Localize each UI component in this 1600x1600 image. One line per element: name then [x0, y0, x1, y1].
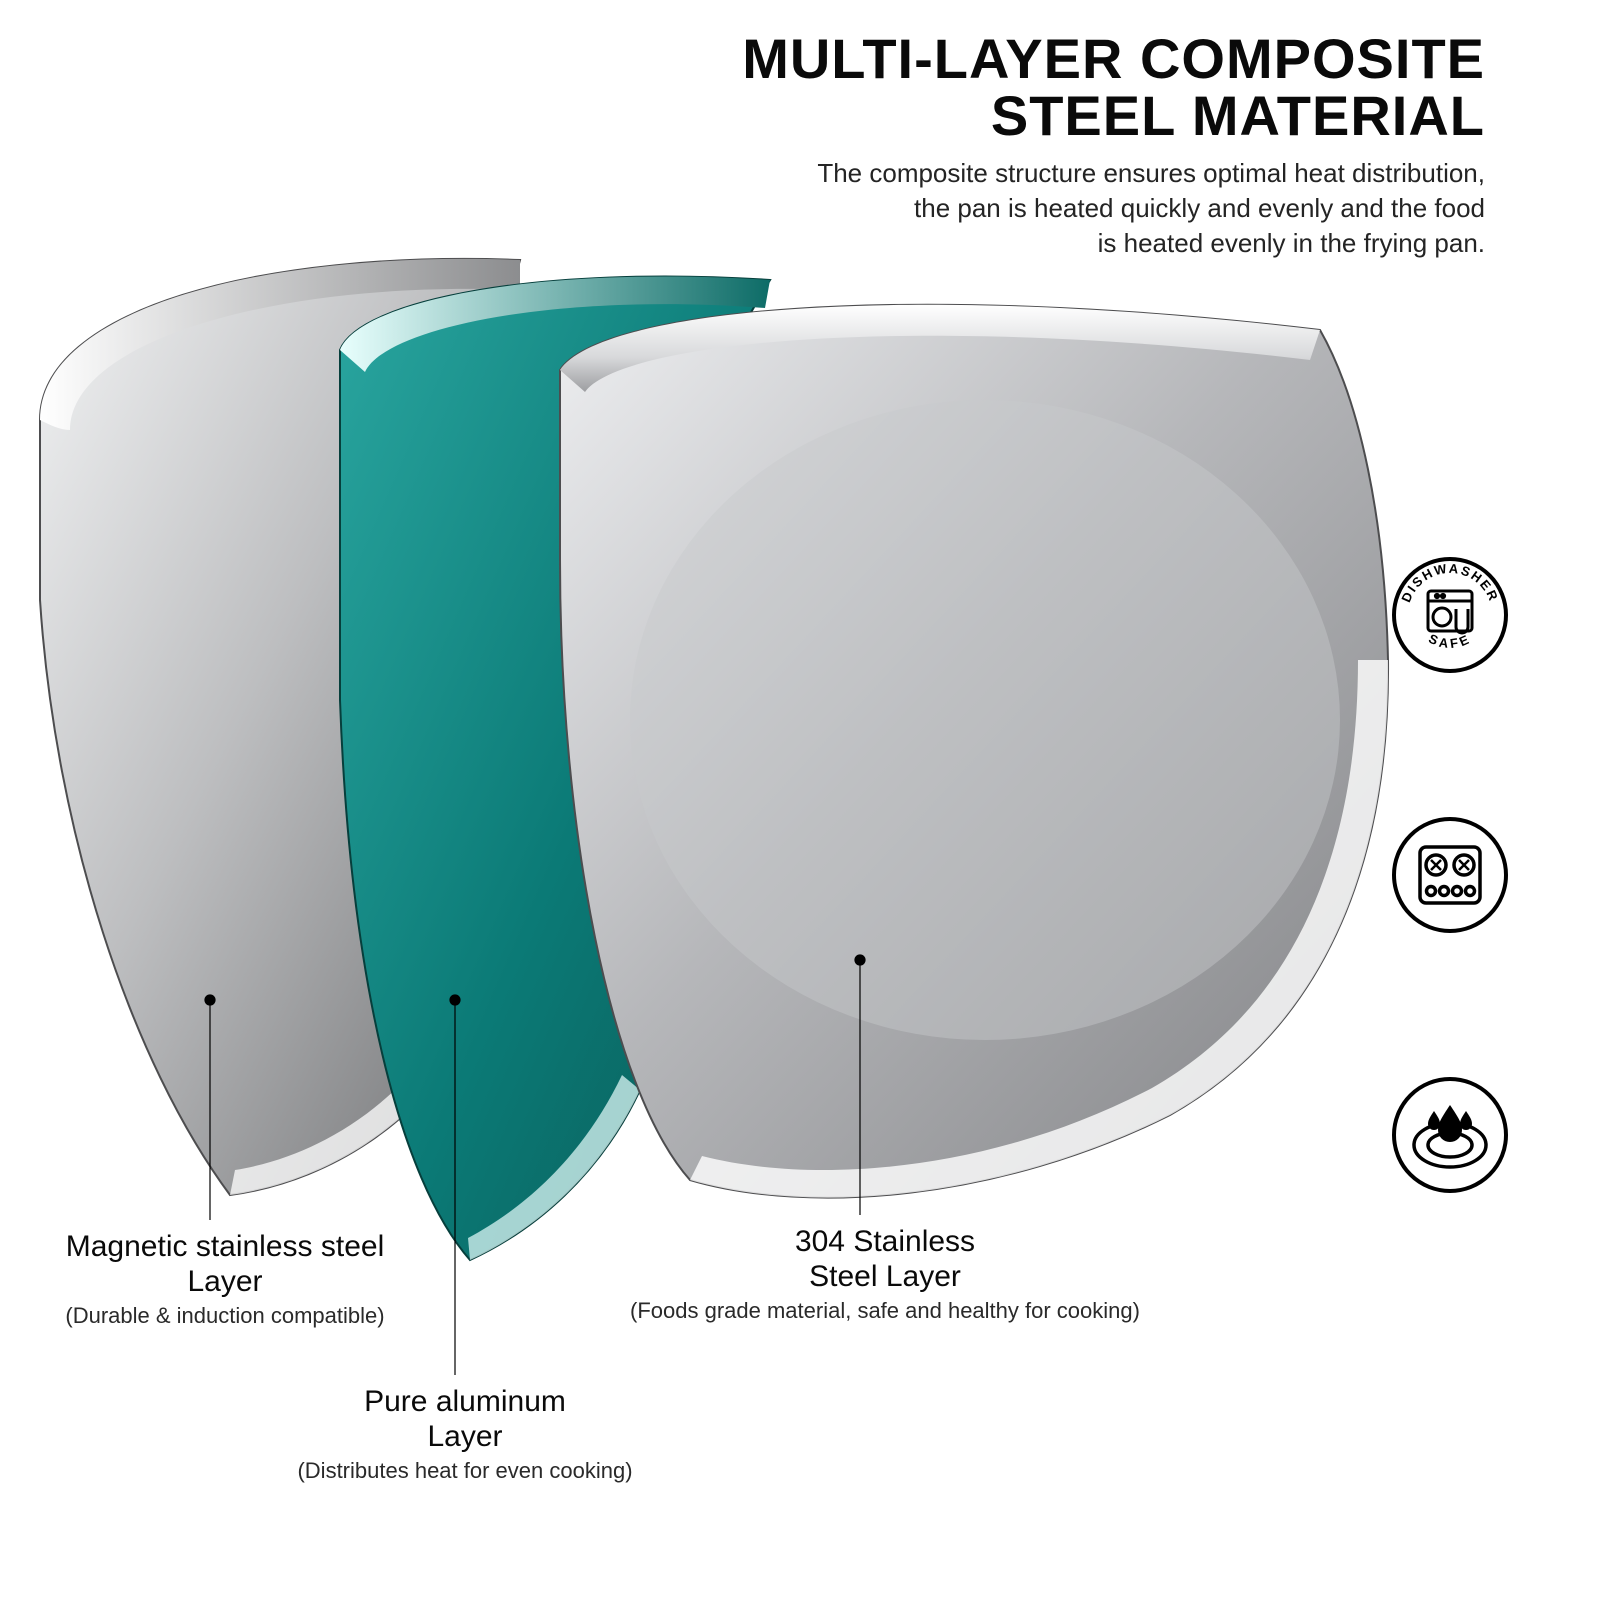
stovetop-icon	[1390, 815, 1510, 935]
callout-inner-sub: (Foods grade material, safe and healthy …	[620, 1298, 1150, 1324]
callout-inner-title: 304 Stainless Steel Layer	[620, 1225, 1150, 1294]
callout-middle: Pure aluminum Layer (Distributes heat fo…	[250, 1385, 680, 1484]
callout-inner: 304 Stainless Steel Layer (Foods grade m…	[620, 1225, 1150, 1324]
callout-middle-title: Pure aluminum Layer	[250, 1385, 680, 1454]
droplet-plate-icon	[1390, 1075, 1510, 1195]
feature-icons: DISHWASHER SAFE	[1390, 555, 1510, 1195]
infographic-canvas: MULTI-LAYER COMPOSITE STEEL MATERIAL The…	[0, 0, 1600, 1600]
callout-outer-title: Magnetic stainless steel Layer	[35, 1230, 415, 1299]
callout-outer-sub: (Durable & induction compatible)	[35, 1303, 415, 1329]
callout-middle-sub: (Distributes heat for even cooking)	[250, 1458, 680, 1484]
layers-diagram	[0, 0, 1600, 1600]
dishwasher-safe-icon: DISHWASHER SAFE	[1390, 555, 1510, 675]
layer-inner	[560, 305, 1388, 1198]
callout-outer: Magnetic stainless steel Layer (Durable …	[35, 1230, 415, 1329]
